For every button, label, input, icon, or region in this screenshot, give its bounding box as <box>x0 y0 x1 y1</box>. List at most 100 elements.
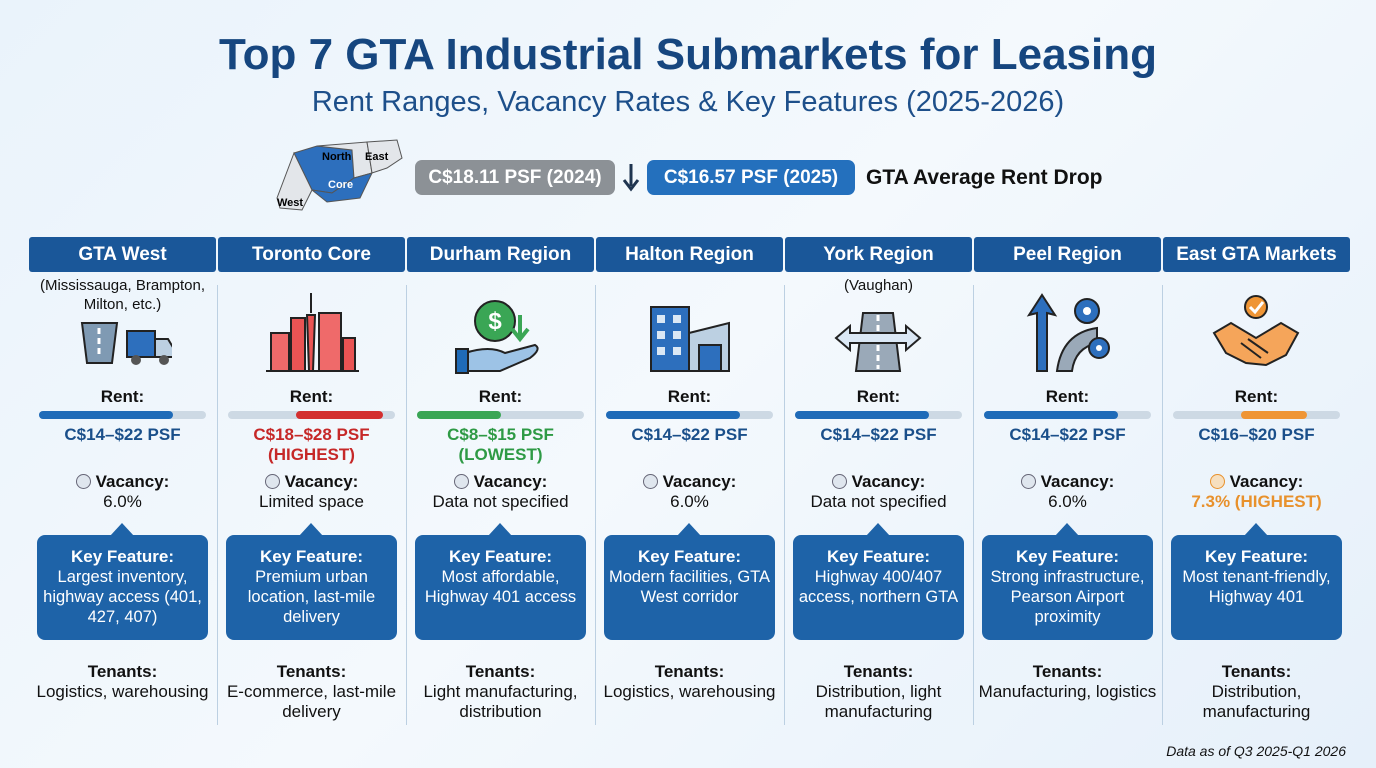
icon <box>1026 293 1110 372</box>
vacancy-value: Limited space <box>259 492 364 511</box>
vacancy-block: Vacancy: Limited space <box>218 472 405 512</box>
vacancy-icon <box>831 474 847 489</box>
vacancy-icon <box>264 474 280 489</box>
rent-track <box>1173 411 1340 419</box>
feature-box: Key Feature: Modern facilities, GTA West … <box>604 523 775 640</box>
tenants-block: Tenants: Distribution, light manufacturin… <box>785 662 972 722</box>
vacancy-icon <box>453 474 469 489</box>
vacancy-label: Vacancy: <box>95 472 170 491</box>
rent-track <box>417 411 584 419</box>
divider <box>405 285 407 725</box>
map-label: Core <box>328 179 353 191</box>
tenants-text: Distribution, manufacturing <box>1202 682 1311 721</box>
tenants-label: Tenants: <box>1032 662 1103 681</box>
column: Toronto Core Rent: C$18–$28 PSF (HIGHEST) Va… <box>218 237 405 727</box>
footer-note: Data as of Q3 2025-Q1 2026 <box>1166 743 1346 759</box>
feature-box: Key Feature: Largest inventory, highway a… <box>37 523 208 640</box>
tenants-block: Tenants: Logistics, warehousing <box>596 662 783 702</box>
icon <box>650 306 730 372</box>
rent-after: C$16.57 PSF (2025) <box>647 160 855 195</box>
feature-label: Key Feature: <box>1016 547 1119 566</box>
map: North East Core West <box>276 139 403 211</box>
feature-box: Key Feature: Premium urban location, last… <box>226 523 397 640</box>
rent-bar <box>795 411 929 419</box>
vacancy-heading: Vacancy: <box>1163 472 1350 492</box>
tenants-label: Tenants: <box>1221 662 1292 681</box>
vacancy-value: 7.3% (HIGHEST) <box>1191 492 1322 511</box>
feature-label: Key Feature: <box>1205 547 1308 566</box>
tenants-label: Tenants: <box>654 662 725 681</box>
column: East GTA Markets Rent: C$16–$20 PSF Vacancy… <box>1163 237 1350 727</box>
tenants-text: E-commerce, last-mile delivery <box>226 682 397 721</box>
feature-label: Key Feature: <box>71 547 174 566</box>
rent-block: C$14–$22 PSF <box>974 425 1161 445</box>
tenants-block: Tenants: Manufacturing, logistics <box>974 662 1161 702</box>
rent-track <box>228 411 395 419</box>
rent-label: Rent: <box>1045 387 1090 406</box>
divider <box>972 285 974 725</box>
vacancy-block: Vacancy: 7.3% (HIGHEST) <box>1163 472 1350 512</box>
vacancy-block: Vacancy: Data not specified <box>407 472 594 512</box>
rent-bar <box>417 411 501 419</box>
vacancy-label: Vacancy: <box>284 472 359 491</box>
svg-text:$: $ <box>488 308 502 335</box>
rent-range: C$14–$22 PSF <box>820 425 937 444</box>
map-label: North <box>322 151 352 163</box>
vacancy-value: 6.0% <box>1048 492 1087 511</box>
rent-range: C$8–$15 PSF <box>447 425 554 444</box>
rent-label: Rent: <box>100 387 145 406</box>
icon: $ <box>455 300 539 374</box>
rent-track <box>39 411 206 419</box>
location-note: (Mississauga, Brampton, Milton, etc.) <box>39 277 206 313</box>
vacancy-icon <box>1209 474 1225 489</box>
rent-label: Rent: <box>289 387 334 406</box>
divider <box>594 285 596 725</box>
vacancy-heading: Vacancy: <box>218 472 405 492</box>
column-header: Durham Region <box>407 237 594 272</box>
tenants-text: Logistics, warehousing <box>36 682 209 701</box>
vacancy-block: Vacancy: 6.0% <box>974 472 1161 512</box>
rent-bar <box>296 411 384 419</box>
vacancy-block: Vacancy: 6.0% <box>29 472 216 512</box>
vacancy-heading: Vacancy: <box>974 472 1161 492</box>
vacancy-label: Vacancy: <box>473 472 548 491</box>
rent-block: C$16–$20 PSF <box>1163 425 1350 445</box>
tenants-text: Light manufacturing, distribution <box>423 682 578 721</box>
vacancy-label: Vacancy: <box>662 472 737 491</box>
vacancy-label: Vacancy: <box>1040 472 1115 491</box>
feature-label: Key Feature: <box>638 547 741 566</box>
rent-label: Rent: <box>478 387 523 406</box>
vacancy-value: Data not specified <box>432 492 569 511</box>
rent-drop-label: GTA Average Rent Drop <box>866 166 1103 189</box>
column-header: Toronto Core <box>218 237 405 272</box>
vacancy-label: Vacancy: <box>1229 472 1304 491</box>
vacancy-heading: Vacancy: <box>407 472 594 492</box>
divider <box>216 285 218 725</box>
feature-text: Most affordable, Highway 401 access <box>424 568 577 606</box>
title: Top 7 GTA Industrial Submarkets for Leas… <box>219 30 1157 79</box>
tenants-label: Tenants: <box>87 662 158 681</box>
map-label: East <box>365 151 389 163</box>
vacancy-block: Vacancy: Data not specified <box>785 472 972 512</box>
location-note: (Vaughan) <box>844 277 913 294</box>
vacancy-icon <box>642 474 658 489</box>
feature-text: Strong infrastructure, Pearson Airport p… <box>990 568 1145 626</box>
rent-range: C$14–$22 PSF <box>64 425 181 444</box>
rent-note: (HIGHEST) <box>268 445 355 464</box>
column: GTA West (Mississauga, Brampton, Milton, … <box>29 237 216 727</box>
rent-bar <box>606 411 740 419</box>
icon <box>1212 295 1300 367</box>
vacancy-block: Vacancy: 6.0% <box>596 472 783 512</box>
feature-text: Highway 400/407 access, northern GTA <box>798 568 959 606</box>
vacancy-value: 6.0% <box>103 492 142 511</box>
tenants-label: Tenants: <box>465 662 536 681</box>
rent-label: Rent: <box>1234 387 1279 406</box>
rent-range: C$14–$22 PSF <box>631 425 748 444</box>
rent-label: Rent: <box>856 387 901 406</box>
feature-text: Premium urban location, last-mile delive… <box>247 568 376 626</box>
tenants-block: Tenants: Logistics, warehousing <box>29 662 216 702</box>
vacancy-icon <box>1020 474 1036 489</box>
vacancy-label: Vacancy: <box>851 472 926 491</box>
rent-label: Rent: <box>667 387 712 406</box>
icon <box>80 322 172 365</box>
